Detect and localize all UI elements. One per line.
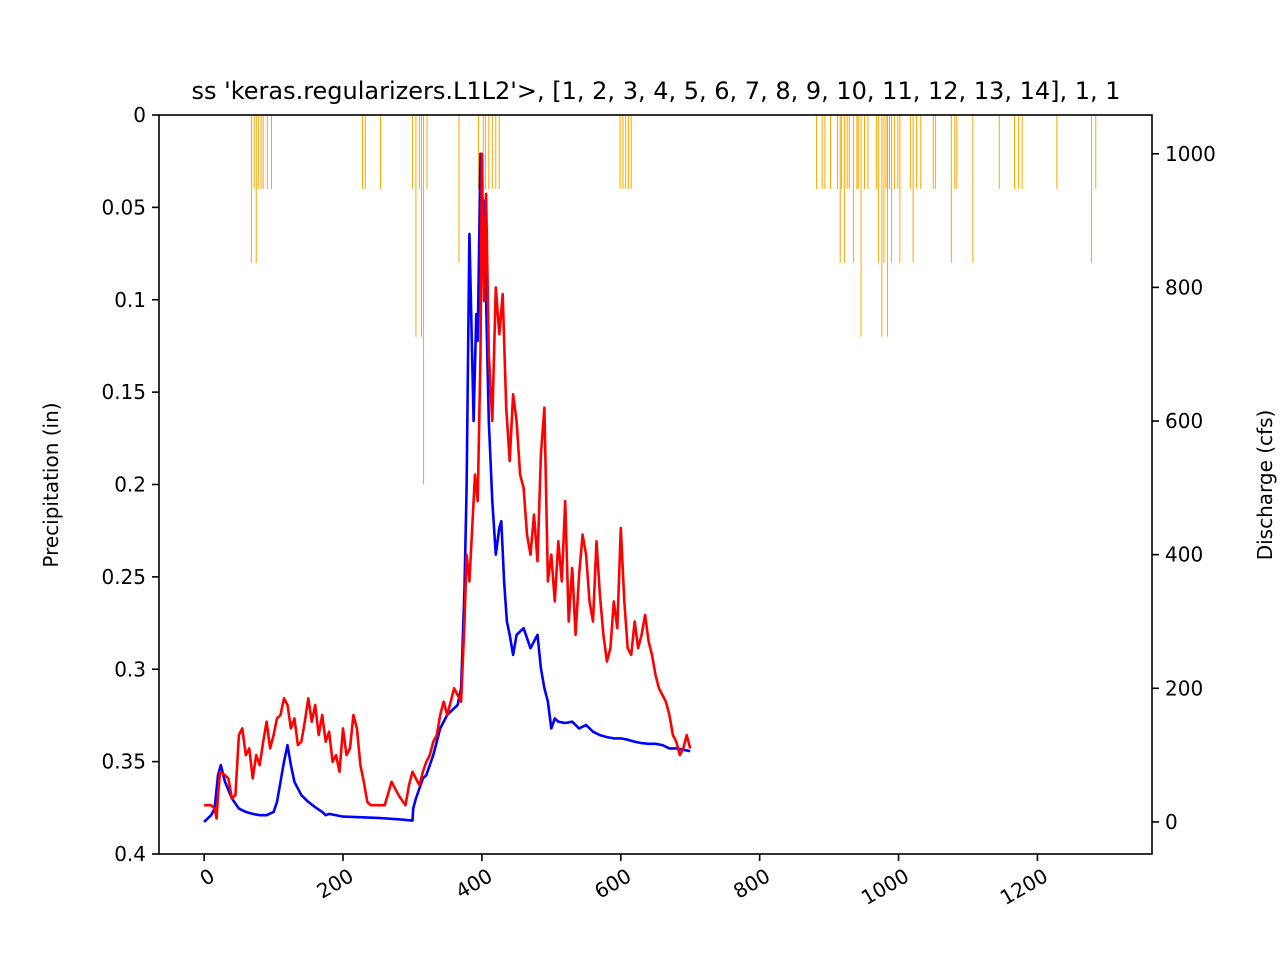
y-right-tick-label: 1000 xyxy=(1165,142,1216,166)
x-tick-label: 1200 xyxy=(996,864,1052,910)
x-tick-label: 200 xyxy=(312,864,357,904)
x-tick-label: 400 xyxy=(451,864,496,904)
y-left-tick-label: 0 xyxy=(133,103,146,127)
x-tick-label: 1000 xyxy=(857,864,913,910)
precipitation-bars xyxy=(250,115,1097,485)
y-left-tick-label: 0.2 xyxy=(114,473,146,497)
y-left-tick-label: 0.15 xyxy=(101,380,146,404)
x-tick-label: 600 xyxy=(590,864,635,904)
y-left-tick-label: 0.25 xyxy=(101,565,146,589)
discharge-series xyxy=(203,152,692,823)
x-tick-label: 0 xyxy=(196,864,219,891)
y-left-tick-label: 0.1 xyxy=(114,288,146,312)
y-axis-right: 0 200 400 600 800 1000 xyxy=(1152,142,1216,834)
y-right-tick-label: 400 xyxy=(1165,543,1203,567)
discharge-line-blue xyxy=(203,152,691,823)
y-right-tick-label: 0 xyxy=(1165,810,1178,834)
y-axis-left-label: Precipitation (in) xyxy=(39,402,63,567)
y-left-tick-label: 0.35 xyxy=(101,750,146,774)
discharge-line-red xyxy=(204,152,692,820)
x-axis: 0 200 400 600 800 1000 1200 xyxy=(196,854,1052,910)
y-axis-left: 0 0.05 0.1 0.15 0.2 0.25 0.3 0.35 0.4 xyxy=(101,103,159,866)
chart-title: ss 'keras.regularizers.L1L2'>, [1, 2, 3,… xyxy=(191,77,1120,105)
y-left-tick-label: 0.05 xyxy=(101,195,146,219)
x-tick-label: 800 xyxy=(729,864,774,904)
y-left-tick-label: 0.3 xyxy=(114,657,146,681)
y-axis-right-label: Discharge (cfs) xyxy=(1253,410,1277,561)
y-right-tick-label: 600 xyxy=(1165,409,1203,433)
y-right-tick-label: 200 xyxy=(1165,676,1203,700)
y-right-tick-label: 800 xyxy=(1165,275,1203,299)
y-left-tick-label: 0.4 xyxy=(114,842,146,866)
